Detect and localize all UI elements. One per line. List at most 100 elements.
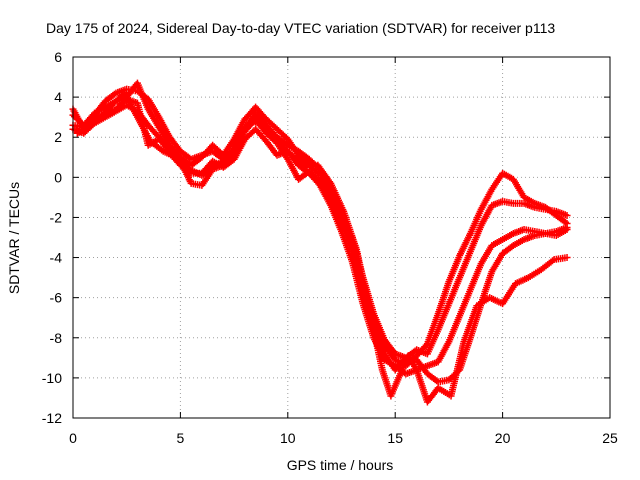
data-point (155, 113, 163, 121)
data-point (108, 101, 116, 109)
y-tick-label: 0 (54, 169, 62, 185)
data-point (155, 135, 163, 143)
data-point (391, 350, 399, 358)
data-point (445, 300, 453, 308)
data-point (327, 179, 335, 187)
data-point (237, 131, 245, 139)
data-point (391, 356, 399, 364)
data-point (198, 181, 206, 189)
data-point (456, 252, 464, 260)
data-point (144, 105, 152, 113)
data-point (166, 143, 174, 151)
data-point (563, 254, 571, 262)
data-point (466, 248, 474, 256)
data-point (101, 97, 109, 105)
data-point (488, 201, 496, 209)
data-point (273, 151, 281, 159)
x-tick-label: 15 (387, 430, 403, 446)
data-series (69, 79, 571, 406)
data-point (499, 300, 507, 308)
data-point (413, 366, 421, 374)
data-point (509, 175, 517, 183)
y-tick-label: 6 (54, 49, 62, 65)
series-day-2 (69, 79, 571, 374)
data-point (550, 256, 558, 264)
data-point (456, 312, 464, 320)
data-point (434, 310, 442, 318)
data-point (466, 229, 474, 237)
data-point (552, 227, 560, 235)
data-point (316, 177, 324, 185)
data-point (159, 147, 167, 155)
data-point (520, 236, 528, 244)
data-point (273, 125, 281, 133)
data-point (288, 151, 296, 159)
data-point (447, 392, 455, 400)
data-point (198, 153, 206, 161)
data-point (423, 362, 431, 370)
data-point (434, 384, 442, 392)
data-point (488, 268, 496, 276)
x-tick-label: 25 (602, 430, 618, 446)
y-tick-label: -6 (50, 290, 63, 306)
data-point (531, 203, 539, 211)
data-point (466, 286, 474, 294)
data-point (499, 169, 507, 177)
data-point (112, 89, 120, 97)
data-point (413, 356, 421, 364)
data-point (520, 193, 528, 201)
data-point (552, 207, 560, 215)
data-point (445, 376, 453, 384)
y-tick-label: -12 (42, 410, 62, 426)
data-point (520, 199, 528, 207)
data-point (423, 398, 431, 406)
data-point (224, 155, 232, 163)
data-point (378, 366, 386, 374)
data-point (445, 278, 453, 286)
axis-ticks: 0 5 10 15 20 25 -12 -10 -8 -6 -4 -2 0 2 4 6 (42, 49, 618, 446)
data-point (391, 362, 399, 370)
data-point (423, 350, 431, 358)
data-point (301, 163, 309, 171)
data-point (262, 115, 270, 123)
data-point (252, 125, 260, 133)
data-point (121, 89, 129, 97)
data-point (365, 306, 373, 314)
data-point (144, 121, 152, 129)
data-point (404, 352, 412, 360)
data-point (275, 139, 283, 147)
data-point (460, 338, 468, 346)
data-point (133, 99, 141, 107)
data-point (531, 231, 539, 239)
data-point (413, 346, 421, 354)
data-point (511, 280, 519, 288)
data-point (499, 236, 507, 244)
data-point (338, 221, 345, 229)
data-point (477, 205, 485, 213)
data-point (73, 129, 81, 137)
data-point (499, 250, 507, 258)
x-axis-label: GPS time / hours (287, 457, 394, 473)
data-point (434, 326, 442, 334)
data-point (509, 199, 517, 207)
data-point (348, 258, 356, 266)
data-point (563, 223, 571, 231)
data-point (211, 161, 219, 169)
data-point (477, 260, 485, 268)
chart-title: Day 175 of 2024, Sidereal Day-to-day VTE… (46, 20, 555, 36)
y-tick-label: -8 (50, 330, 63, 346)
data-point (563, 211, 571, 219)
data-point (123, 85, 131, 93)
data-point (172, 153, 180, 161)
x-tick-label: 0 (69, 430, 77, 446)
data-point (90, 109, 98, 117)
data-point (520, 225, 528, 233)
y-axis-label: SDTVAR / TECUs (6, 182, 22, 294)
y-tick-label: -4 (50, 250, 63, 266)
y-tick-label: 4 (54, 89, 62, 105)
x-tick-label: 20 (495, 430, 511, 446)
data-point (144, 141, 152, 149)
data-point (434, 358, 442, 366)
series-trace (75, 90, 569, 404)
